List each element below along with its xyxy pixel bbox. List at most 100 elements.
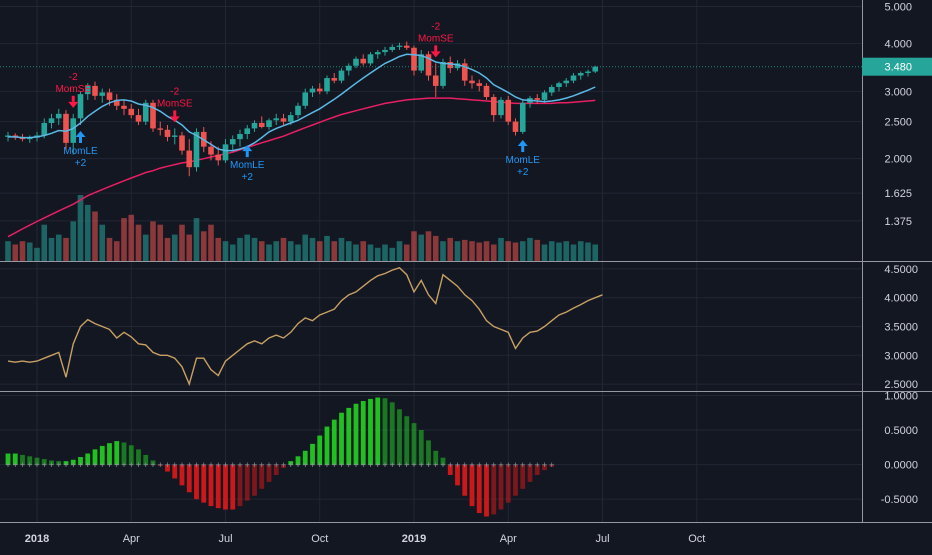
histogram-bar xyxy=(27,456,33,465)
signal-short-label: -2 xyxy=(69,72,78,83)
indicator-tick-label: 4.5000 xyxy=(884,264,918,276)
candle xyxy=(295,102,301,119)
histogram-bar xyxy=(426,440,431,465)
candle-body xyxy=(99,92,106,96)
zero-cross-marker: + xyxy=(34,460,39,470)
zero-cross-marker: + xyxy=(281,460,286,470)
candle xyxy=(476,79,483,92)
candle-body xyxy=(382,49,388,53)
volume-bar xyxy=(41,224,48,261)
candle xyxy=(389,44,396,53)
candle xyxy=(519,99,526,135)
zero-cross-marker: + xyxy=(491,460,496,470)
candle-body xyxy=(324,78,330,92)
histogram-bar xyxy=(484,464,489,517)
candle-body xyxy=(469,80,475,84)
candle xyxy=(251,120,258,132)
volume-bar xyxy=(244,234,251,261)
histogram-bar xyxy=(20,454,25,465)
zero-cross-marker: + xyxy=(469,460,474,470)
candle-body xyxy=(171,135,178,137)
candle-body xyxy=(425,54,432,76)
histogram-bar xyxy=(143,454,149,465)
price-tick-label: 5.000 xyxy=(884,2,912,14)
zero-cross-marker: + xyxy=(397,460,402,470)
candle-body xyxy=(302,92,309,106)
volume-bar xyxy=(229,244,236,261)
candle-body xyxy=(222,144,229,161)
candle-body xyxy=(490,96,497,116)
candle xyxy=(316,83,323,95)
zero-cross-marker: + xyxy=(42,460,47,470)
candle xyxy=(324,75,330,95)
histogram-bar xyxy=(339,412,344,465)
candle xyxy=(483,83,490,100)
histogram-bar xyxy=(237,464,243,507)
arrow-stem xyxy=(434,45,438,52)
histogram-bar xyxy=(114,441,120,465)
price-tick-label: 2.000 xyxy=(884,154,912,166)
zero-cross-marker: + xyxy=(230,460,235,470)
candle-body xyxy=(345,65,352,71)
volume-bar xyxy=(92,211,98,261)
candle xyxy=(331,73,338,84)
candle xyxy=(534,94,541,104)
histogram-bar xyxy=(520,464,526,489)
candle-body xyxy=(5,135,11,137)
zero-cross-marker: + xyxy=(506,460,511,470)
candle-body xyxy=(476,83,483,86)
histogram-bar xyxy=(70,459,76,465)
candle xyxy=(345,63,352,76)
candle-body xyxy=(287,115,294,122)
histogram-bar xyxy=(56,461,62,465)
histogram-bar xyxy=(418,430,424,465)
zero-cross-marker: + xyxy=(100,460,105,470)
histogram-bar xyxy=(302,450,308,465)
histogram-bar xyxy=(404,416,410,465)
histogram-bar xyxy=(310,443,315,465)
histogram-bar xyxy=(411,423,417,465)
candle-body xyxy=(396,45,403,47)
time-axis[interactable]: 2018 Apr Jul Oct 2019 Apr Jul Oct xyxy=(25,533,706,545)
volume-bar xyxy=(273,241,280,261)
candle xyxy=(186,139,193,177)
candle-body xyxy=(556,83,562,87)
volume-bar xyxy=(222,241,229,261)
candle xyxy=(592,65,599,74)
candle xyxy=(121,99,127,116)
price-axis[interactable]: 5.000 4.000 3.000 2.500 2.000 1.625 1.375 3.480… xyxy=(862,2,932,507)
histogram-bar xyxy=(107,443,112,465)
candle xyxy=(382,46,388,56)
zero-cross-marker: + xyxy=(158,460,163,470)
candle-body xyxy=(483,85,490,97)
zero-cross-marker: + xyxy=(121,460,126,470)
volume-bar xyxy=(19,241,26,261)
candle-body xyxy=(403,45,410,48)
candle xyxy=(367,52,374,66)
volume-bar xyxy=(258,241,265,261)
candle xyxy=(92,81,98,100)
candle xyxy=(309,85,316,97)
sma-fast-layer xyxy=(8,53,596,152)
arrow-down-icon xyxy=(430,51,441,58)
price-tick-label: 4.000 xyxy=(884,39,912,51)
histogram-bar xyxy=(505,464,511,503)
zero-cross-marker: + xyxy=(433,460,438,470)
candle xyxy=(171,128,178,145)
candle-body xyxy=(48,118,55,123)
histogram-bar xyxy=(324,426,330,465)
zero-cross-marker: + xyxy=(549,460,554,470)
indicator-tick-label: 3.0000 xyxy=(884,350,918,362)
histogram-bar xyxy=(498,464,504,510)
volume-bar xyxy=(316,241,323,261)
zero-cross-marker: + xyxy=(143,460,148,470)
volume-bar xyxy=(476,242,483,261)
histogram-bar xyxy=(534,464,540,475)
volume-bar xyxy=(34,247,40,261)
signal-long-sub: +2 xyxy=(242,172,254,183)
zero-cross-marker: + xyxy=(266,460,271,470)
volume-bar xyxy=(425,231,432,261)
candle-body xyxy=(215,154,222,161)
sma-slow-line xyxy=(7,97,596,238)
